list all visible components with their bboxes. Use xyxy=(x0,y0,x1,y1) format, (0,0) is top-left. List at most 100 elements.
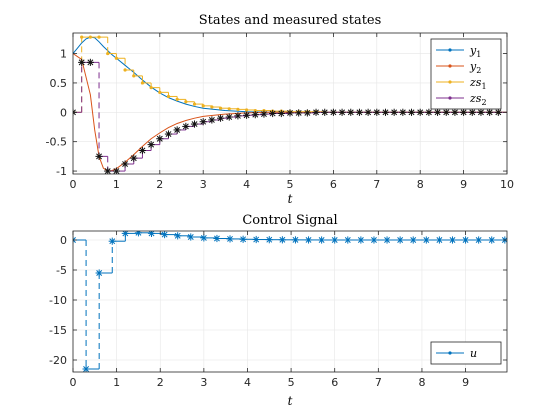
states-series-zs2-marker xyxy=(243,111,251,119)
control-series-u-marker xyxy=(291,236,300,244)
states-xtick-label: 6 xyxy=(330,178,337,191)
control-series-u-marker xyxy=(357,236,365,244)
states-series-zs2-marker xyxy=(494,108,502,116)
control-series-u-marker xyxy=(475,236,483,244)
states-legend-box xyxy=(430,38,502,110)
control-plot-legend: u xyxy=(430,341,502,365)
control-series-u-marker xyxy=(187,233,195,241)
states-series-zs1-marker xyxy=(80,35,84,39)
states-series-y2-line xyxy=(73,53,507,172)
control-ytick-label: -15 xyxy=(49,324,67,337)
states-series-y2 xyxy=(73,53,507,172)
states-ytick-label: 1 xyxy=(60,48,67,61)
states-series-zs2-marker xyxy=(321,108,329,116)
control-xtick-label: 4 xyxy=(244,376,251,389)
control-series-u-marker xyxy=(265,236,273,244)
states-legend-entry-y2: y2 xyxy=(436,60,481,75)
states-series-zs2-marker xyxy=(225,113,233,121)
control-series-u-marker xyxy=(396,236,404,244)
states-legend-entry-y1-swatch-marker xyxy=(448,48,452,52)
states-series-zs2-marker xyxy=(86,58,94,66)
states-series-zs2-marker xyxy=(338,108,346,116)
control-series-u-marker xyxy=(344,236,352,244)
states-legend-entry-zs2: zs2 xyxy=(436,92,487,107)
states-series-zs1-marker xyxy=(106,51,110,56)
control-legend-entry-u-swatch-marker xyxy=(448,351,452,355)
states-legend-entry-zs2-label: zs2 xyxy=(469,92,487,107)
states-xtick-label: 2 xyxy=(156,178,163,191)
control-xtick-label: 7 xyxy=(375,376,382,389)
control-series-u-marker xyxy=(383,236,391,244)
states-legend-entry-y2-swatch-marker xyxy=(448,64,452,68)
states-series-zs2-marker xyxy=(295,109,303,117)
states-series-zs1-marker xyxy=(236,107,240,111)
states-series-zs1-marker xyxy=(210,105,214,109)
states-series-zs2-marker xyxy=(390,108,398,116)
control-series-u-marker xyxy=(318,236,326,244)
control-xtick-label: 9 xyxy=(462,376,469,389)
states-series-zs2-marker xyxy=(164,130,173,138)
states-series-zs1-marker xyxy=(218,106,223,110)
states-series-zs2-marker xyxy=(147,141,155,149)
states-series-zs2-marker xyxy=(347,108,355,116)
control-series-u-marker xyxy=(304,236,313,244)
states-legend-entry-y2-label: y2 xyxy=(469,60,481,75)
states-series-zs2-marker xyxy=(442,108,450,116)
states-xtick-label: 4 xyxy=(243,178,250,191)
control-series-u-marker xyxy=(488,236,496,244)
states-series-zs2-marker xyxy=(95,152,103,160)
states-xtick-label: 9 xyxy=(460,178,467,191)
control-series-u-marker xyxy=(252,235,260,244)
states-series-zs2-marker xyxy=(433,108,442,116)
states-series-zs2-marker xyxy=(121,160,129,168)
states-legend-entry-zs1-swatch-marker xyxy=(448,80,452,84)
states-xtick-label: 8 xyxy=(417,178,424,191)
states-series-zs1-marker xyxy=(175,97,179,101)
states-series-zs2-marker xyxy=(381,108,390,116)
states-series-zs1-marker xyxy=(114,56,118,60)
states-series-zs2-marker xyxy=(303,109,311,117)
states-series-zs1-marker xyxy=(192,102,197,106)
states-xtick-label: 3 xyxy=(200,178,207,191)
states-series-zs2-marker xyxy=(260,110,268,118)
states-plot-xlabel: t xyxy=(288,192,293,206)
states-plot-title: States and measured states xyxy=(199,13,382,28)
states-xtick-label: 1 xyxy=(113,178,120,191)
states-series-zs2-marker xyxy=(373,108,381,116)
states-series-zs2-marker xyxy=(277,109,285,118)
states-series-zs2-marker xyxy=(486,108,494,116)
states-series-zs2-marker xyxy=(312,108,320,116)
control-series-u xyxy=(73,231,507,372)
states-legend-entry-y1-label: y1 xyxy=(469,44,481,59)
states-series-zs2-marker xyxy=(269,109,277,118)
states-series-zs2-marker xyxy=(234,112,242,120)
control-series-u-marker xyxy=(461,236,470,244)
states-series-zs2-marker xyxy=(251,111,259,119)
control-xtick-label: 3 xyxy=(200,376,207,389)
control-ytick-label: -10 xyxy=(49,294,67,307)
states-series-zs1-marker xyxy=(227,107,231,111)
control-ytick-label: -20 xyxy=(49,354,67,367)
states-xtick-label: 7 xyxy=(373,178,380,191)
states-legend-entry-zs2-swatch-marker xyxy=(448,96,452,100)
control-plot: Control Signal 0 1 2 3 4 5 6 7 8 9-20-15-10-50 t … xyxy=(49,213,508,408)
control-plot-series xyxy=(73,231,507,372)
control-ytick-label: 0 xyxy=(60,234,67,247)
control-series-u-marker xyxy=(448,236,457,244)
states-series-zs2-marker xyxy=(173,126,181,134)
states-xtick-label: 10 xyxy=(500,178,514,191)
control-xtick-label: 5 xyxy=(288,376,295,389)
states-series-zs2-marker xyxy=(407,108,416,116)
control-series-u-marker xyxy=(435,236,443,244)
states-series-zs2-marker xyxy=(216,114,225,122)
states-legend-entry-zs1-label: zs1 xyxy=(469,76,487,91)
states-series-zs1-marker xyxy=(88,35,92,39)
control-series-u-marker xyxy=(331,236,339,244)
control-legend-entry-u-label: u xyxy=(470,347,477,360)
control-legend-box xyxy=(430,341,502,365)
states-series-zs2-marker xyxy=(199,118,207,126)
states-xtick-label: 5 xyxy=(287,178,294,191)
control-xtick-label: 2 xyxy=(157,376,164,389)
